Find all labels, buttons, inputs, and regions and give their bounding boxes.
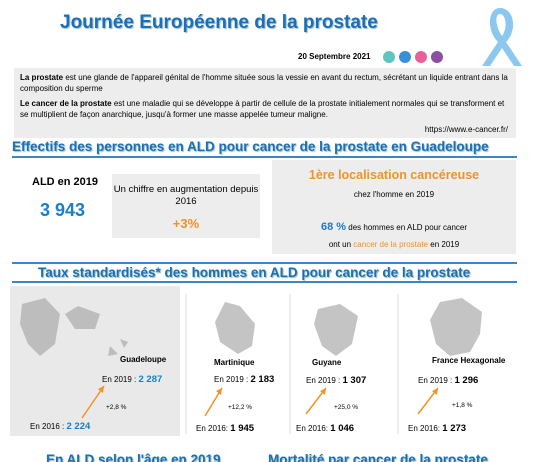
region-name: Guyane [312, 358, 342, 367]
ald-label: ALD en 2019 [32, 176, 99, 188]
rank-title: 1ère localisation cancéreuse [308, 168, 480, 182]
value: 2 287 [138, 374, 163, 385]
change: +2,8 % [106, 404, 127, 411]
rule [12, 262, 517, 264]
label: En 2016 : [30, 422, 65, 431]
trend-box [112, 174, 260, 238]
label: En 2019 : [418, 376, 453, 385]
region-name: Guadeloupe [120, 355, 167, 364]
section-heading: Effectifs des personnes en ALD pour canc… [12, 139, 489, 154]
value: 1 046 [330, 423, 355, 434]
label: En 2016: [296, 424, 329, 433]
trend-text: Un chiffre en augmentation depuis 2016 [113, 184, 259, 207]
value: 1 307 [342, 375, 367, 386]
label: En 2019 : [102, 375, 137, 384]
value-2019: En 2019 : 1 307 [306, 375, 366, 386]
rank-sub: chez l'homme en 2019 [353, 190, 435, 199]
value-2016: En 2016: 1 273 [408, 423, 466, 434]
value-2016: En 2016: 1 046 [296, 423, 354, 434]
source: https://www.e-cancer.fr/ [424, 125, 508, 134]
label: En 2019 : [214, 375, 249, 384]
value-2019: En 2019 : 2 287 [102, 374, 162, 385]
value-2019: En 2019 : 2 183 [214, 374, 274, 385]
label: En 2016: [408, 424, 441, 433]
region-name: France Hexagonale [432, 356, 506, 365]
dots [383, 51, 443, 63]
value: 2 183 [250, 374, 275, 385]
value: 2 224 [66, 421, 91, 432]
change: +12,2 % [228, 404, 253, 411]
maps [10, 286, 482, 436]
intro-paragraph: La prostate est une glande de l'appareil… [20, 73, 508, 93]
ribbon [482, 8, 522, 66]
section-heading: Taux standardisés* des hommes en ALD pou… [38, 265, 471, 280]
section-heading: En ALD selon l'âge en 2019 [46, 452, 221, 462]
region-name: Martinique [214, 358, 255, 367]
label: En 2016: [196, 424, 229, 433]
value-2016: En 2016 : 2 224 [30, 421, 90, 432]
intro-paragraph: Le cancer de la prostate est une maladie… [20, 99, 505, 119]
change: +1,8 % [452, 402, 473, 409]
ald-value: 3 943 [40, 200, 86, 220]
value: 1 945 [230, 423, 255, 434]
value: 1 296 [454, 375, 479, 386]
share-line: ont un cancer de la prostate en 2019 [328, 240, 460, 249]
value: 1 273 [442, 423, 467, 434]
section-heading: Mortalité par cancer de la prostate [268, 452, 488, 462]
intro-box [14, 68, 516, 138]
title: Journée Européenne de la prostate [60, 12, 378, 33]
rank-box [272, 160, 516, 254]
share-line: 68 % des hommes en ALD pour cancer [320, 221, 468, 233]
rule [12, 281, 517, 283]
rule [12, 156, 517, 158]
change: +25,0 % [334, 404, 359, 411]
date: 20 Septembre 2021 [298, 52, 371, 61]
trend-value: +3% [172, 216, 200, 231]
value-2019: En 2019 : 1 296 [418, 375, 478, 386]
label: En 2019 : [306, 376, 341, 385]
value-2016: En 2016: 1 945 [196, 423, 254, 434]
